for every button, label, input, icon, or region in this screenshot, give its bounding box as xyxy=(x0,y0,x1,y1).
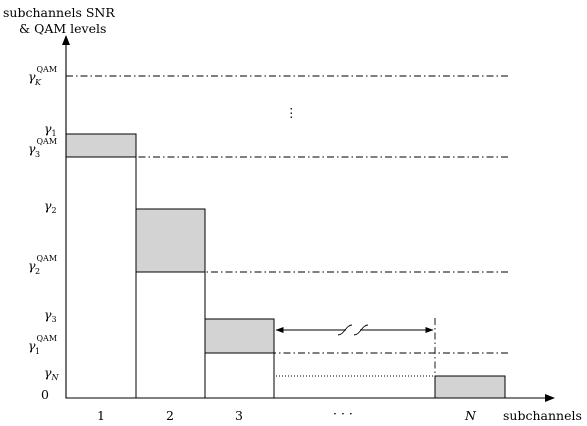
y-axis-label-line1: subchannels SNR xyxy=(3,5,115,20)
x-tick-3: 3 xyxy=(235,408,243,423)
x-tick-n: N xyxy=(464,408,477,423)
x-axis-label: subchannels xyxy=(503,408,582,423)
subchannel-3-excess-region xyxy=(204,318,275,354)
axis-break-gap xyxy=(346,323,360,337)
subchannel-2-bar xyxy=(135,208,206,399)
qam-3-label: γQAM 3 xyxy=(28,137,57,159)
x-tick-ellipsis: · · · xyxy=(333,406,353,421)
subchannel-1-bar xyxy=(65,133,137,399)
gamma-1-label: γ1 xyxy=(44,121,57,138)
axis-break-mark-right xyxy=(353,324,369,336)
vertical-ellipsis: ⋮ xyxy=(285,105,298,120)
subchannel-2-excess-region xyxy=(135,208,206,273)
qam-2-label: γQAM 2 xyxy=(28,254,57,276)
gamma-n-label: γN xyxy=(44,365,59,382)
qam-k-label: γQAM K xyxy=(28,65,57,87)
qam-1-label: γQAM 1 xyxy=(28,334,57,356)
subchannel-3-bar xyxy=(204,318,275,399)
subchannel-1-excess-region xyxy=(65,133,137,158)
axis-break-mark-left xyxy=(337,324,353,336)
gamma-3-label: γ3 xyxy=(44,307,57,324)
y-axis-label-line2: & QAM levels xyxy=(19,21,106,36)
subchannel-n-bar xyxy=(434,375,506,399)
gamma-2-label: γ2 xyxy=(44,198,57,215)
x-tick-1: 1 xyxy=(97,408,105,423)
x-tick-2: 2 xyxy=(166,408,174,423)
origin-label: 0 xyxy=(41,387,49,402)
subchannel-n-excess-region xyxy=(434,375,506,399)
